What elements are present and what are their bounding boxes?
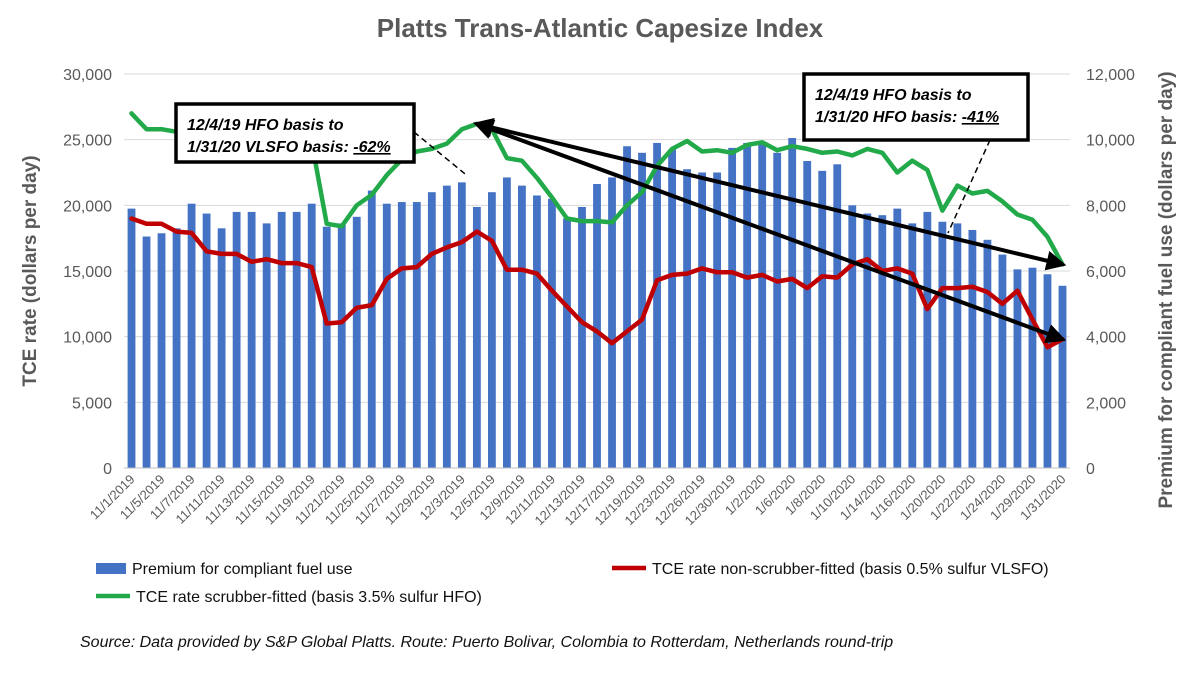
y2-tick-label: 4,000	[1086, 330, 1126, 347]
premium-bar	[443, 186, 451, 468]
legend-item: TCE rate scrubber-fitted (basis 3.5% sul…	[96, 589, 482, 606]
left-callout-line2-prefix: 1/31/20 VLSFO basis:	[187, 139, 353, 156]
premium-bar	[683, 169, 691, 468]
premium-bar	[488, 192, 496, 468]
premium-bar	[593, 184, 601, 468]
premium-bar	[428, 192, 436, 468]
right-callout-box	[804, 74, 1028, 140]
right-callout-line1: 12/4/19 HFO basis to	[815, 87, 972, 104]
y-tick-label: 30,000	[63, 67, 112, 84]
y-tick-label: 15,000	[63, 264, 112, 281]
premium-bar	[518, 186, 526, 468]
right-callout-value: -41%	[962, 109, 999, 126]
premium-bar	[968, 230, 976, 468]
legend: Premium for compliant fuel use TCE rate n…	[96, 561, 1049, 606]
premium-bar	[473, 207, 481, 468]
premium-bar	[818, 171, 826, 468]
source-note: Source: Data provided by S&P Global Plat…	[80, 634, 893, 652]
legend-label: TCE rate non-scrubber-fitted (basis 0.5%…	[652, 561, 1049, 578]
premium-bar	[173, 228, 181, 468]
left-callout-line1: 12/4/19 HFO basis to	[187, 117, 344, 134]
premium-bar	[503, 177, 511, 468]
right-callout: 12/4/19 HFO basis to 1/31/20 HFO basis: -…	[804, 74, 1028, 140]
premium-bar	[999, 255, 1007, 468]
y-tick-label: 10,000	[63, 330, 112, 347]
premium-bar	[293, 212, 301, 468]
premium-bar	[908, 223, 916, 468]
capesize-chart: Platts Trans-Atlantic Capesize Index TCE…	[0, 0, 1200, 677]
premium-bar	[143, 237, 151, 468]
legend-label: TCE rate scrubber-fitted (basis 3.5% sul…	[136, 589, 482, 606]
premium-bar	[893, 209, 901, 468]
premium-bar	[743, 143, 751, 468]
premium-bar	[548, 199, 556, 468]
y-axis-title: TCE rate (dollars per day)	[20, 155, 41, 386]
premium-bar	[323, 227, 331, 468]
premium-bar	[848, 205, 856, 468]
y-tick-label: 25,000	[63, 133, 112, 150]
premium-bar	[338, 223, 346, 468]
y-tick-label: 5,000	[72, 395, 112, 412]
premium-bar	[984, 240, 992, 468]
premium-bar	[563, 218, 571, 468]
premium-bar	[728, 148, 736, 468]
right-callout-line2: 1/31/20 HFO basis: -41%	[815, 109, 999, 126]
y2-tick-label: 8,000	[1086, 198, 1126, 215]
y2-tick-label: 2,000	[1086, 395, 1126, 412]
legend-label: Premium for compliant fuel use	[132, 561, 353, 578]
premium-bar	[1044, 274, 1052, 468]
legend-swatch	[96, 563, 126, 574]
legend-item: Premium for compliant fuel use	[96, 561, 353, 578]
premium-bar	[953, 223, 961, 468]
premium-bar	[398, 202, 406, 468]
y2-tick-label: 6,000	[1086, 264, 1126, 281]
premium-bar	[533, 195, 541, 468]
premium-bar	[353, 217, 361, 468]
y-tick-label: 0	[103, 461, 112, 478]
premium-bar	[803, 161, 811, 468]
premium-bar	[218, 228, 226, 468]
y2-tick-label: 10,000	[1086, 133, 1135, 150]
chart-canvas: Platts Trans-Atlantic Capesize Index TCE…	[0, 0, 1200, 677]
premium-bar	[923, 212, 931, 468]
premium-bar	[278, 212, 286, 468]
premium-bar	[938, 222, 946, 468]
premium-bar	[368, 191, 376, 468]
premium-bar	[773, 153, 781, 468]
premium-bar	[623, 146, 631, 468]
premium-bar	[158, 233, 166, 468]
premium-bar	[233, 212, 241, 468]
y2-tick-label: 12,000	[1086, 67, 1135, 84]
premium-bar	[128, 209, 136, 468]
premium-bar	[1059, 286, 1067, 468]
premium-bar	[788, 138, 796, 468]
premium-bar	[878, 215, 886, 468]
premium-bar	[383, 204, 391, 468]
premium-bar	[713, 173, 721, 469]
left-callout: 12/4/19 HFO basis to 1/31/20 VLSFO basis:…	[176, 104, 414, 162]
premium-bar	[188, 204, 196, 468]
premium-bar	[308, 204, 316, 468]
y2-axis-title: Premium for compliant fuel use (dollars …	[1156, 71, 1177, 508]
chart-title: Platts Trans-Atlantic Capesize Index	[377, 13, 824, 43]
premium-bar	[1029, 268, 1037, 468]
right-callout-line2-prefix: 1/31/20 HFO basis:	[815, 109, 962, 126]
premium-bar	[413, 202, 421, 468]
premium-bar	[248, 212, 256, 468]
left-callout-value: -62%	[353, 139, 390, 156]
premium-bar	[863, 214, 871, 468]
y2-tick-label: 0	[1086, 461, 1095, 478]
premium-bar	[698, 173, 706, 469]
left-callout-line2: 1/31/20 VLSFO basis: -62%	[187, 139, 391, 156]
y-tick-label: 20,000	[63, 198, 112, 215]
premium-bar	[578, 207, 586, 468]
premium-bar	[458, 182, 466, 468]
legend-item: TCE rate non-scrubber-fitted (basis 0.5%…	[612, 561, 1049, 578]
